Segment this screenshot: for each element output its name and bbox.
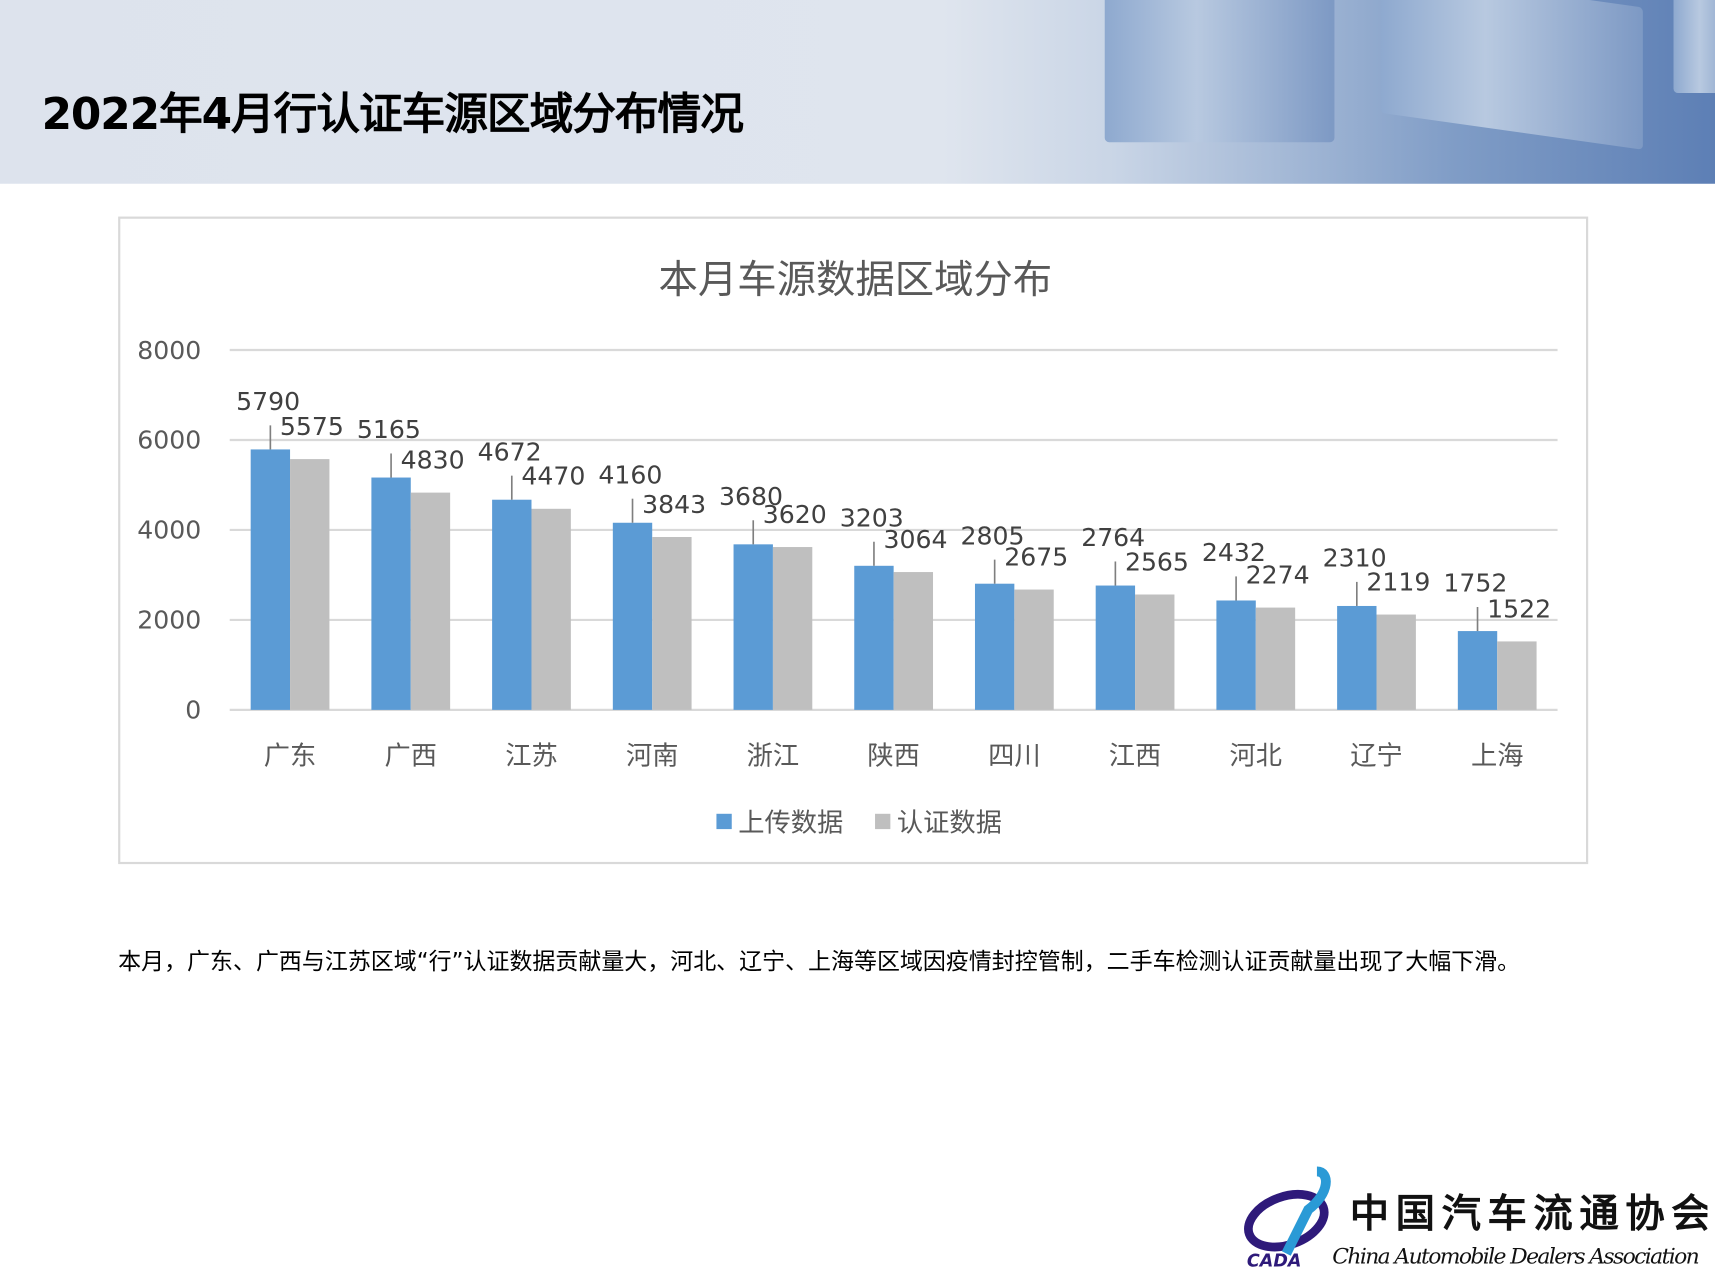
y-tick-label: 4000 bbox=[137, 516, 201, 545]
data-label-upload: 3203 bbox=[840, 503, 904, 532]
bar-upload bbox=[1095, 585, 1136, 710]
data-label-certified: 3620 bbox=[763, 500, 827, 529]
data-label-certified: 3843 bbox=[642, 490, 706, 519]
cada-logo-icon: CADA 中国汽车流通协会 China Automobile Dealers A… bbox=[1244, 1166, 1711, 1272]
logo-en: China Automobile Dealers Association bbox=[1332, 1244, 1700, 1269]
bar-upload bbox=[733, 544, 773, 710]
data-label-upload: 2764 bbox=[1081, 523, 1145, 552]
bar-certified bbox=[1376, 614, 1416, 710]
data-label-upload: 4160 bbox=[598, 460, 662, 489]
bar-upload bbox=[854, 565, 894, 710]
bar-certified bbox=[652, 537, 692, 710]
x-tick-label: 河南 bbox=[626, 742, 679, 772]
x-tick-label: 上海 bbox=[1471, 742, 1524, 772]
bar-certified bbox=[1135, 594, 1175, 710]
legend-swatch-certified bbox=[875, 813, 891, 830]
data-label-upload: 2805 bbox=[960, 521, 1024, 550]
bar-upload bbox=[1457, 631, 1498, 710]
data-label-certified: 3064 bbox=[884, 525, 948, 554]
bar-certified bbox=[1255, 607, 1296, 710]
bar-upload bbox=[250, 449, 291, 710]
bar-upload bbox=[974, 583, 1015, 710]
cada-logo: CADA 中国汽车流通协会 China Automobile Dealers A… bbox=[1243, 1166, 1711, 1272]
y-tick-label: 6000 bbox=[137, 426, 201, 455]
data-label-certified: 5575 bbox=[280, 412, 344, 441]
data-label-certified: 2565 bbox=[1125, 547, 1189, 576]
data-label-upload: 1752 bbox=[1443, 569, 1507, 598]
data-label-certified: 2675 bbox=[1004, 542, 1068, 571]
legend-label-upload: 上传数据 bbox=[738, 808, 843, 838]
header-banner: 2022年4月行认证车源区域分布情况 bbox=[0, 0, 1715, 184]
decorative-block bbox=[1673, 0, 1715, 93]
data-label-upload: 2432 bbox=[1202, 538, 1266, 567]
x-tick-label: 陕西 bbox=[867, 742, 920, 772]
chart-container: 本月车源数据区域分布 0 2000 4000 6000 8000 广东 5790 5575 广西… bbox=[118, 216, 1589, 865]
chart-title: 本月车源数据区域分布 bbox=[659, 257, 1053, 303]
y-tick-label: 2000 bbox=[137, 606, 201, 635]
data-label-upload: 3680 bbox=[719, 482, 783, 511]
bar-upload bbox=[1337, 605, 1377, 710]
bar-upload bbox=[492, 499, 532, 710]
x-tick-label: 广西 bbox=[385, 742, 438, 772]
bar-certified bbox=[1014, 589, 1054, 710]
bar-upload bbox=[612, 522, 653, 710]
logo-abbr: CADA bbox=[1247, 1252, 1301, 1270]
bar-certified bbox=[410, 492, 451, 710]
data-label-certified: 2274 bbox=[1246, 561, 1310, 590]
x-tick-label: 辽宁 bbox=[1350, 742, 1403, 772]
data-label-upload: 5790 bbox=[236, 387, 300, 416]
logo-cn: 中国汽车流通协会 bbox=[1350, 1191, 1708, 1237]
y-tick-label: 8000 bbox=[137, 336, 201, 365]
data-label-upload: 2310 bbox=[1323, 544, 1387, 573]
legend-label-certified: 认证数据 bbox=[897, 808, 1002, 838]
x-tick-label: 四川 bbox=[988, 742, 1041, 772]
x-tick-label: 河北 bbox=[1230, 742, 1283, 772]
x-tick-label: 浙江 bbox=[747, 742, 800, 772]
decorative-block bbox=[1104, 0, 1335, 143]
summary-paragraph: 本月，广东、广西与江苏区域“行”认证数据贡献量大，河北、辽宁、上海等区域因疫情封… bbox=[118, 948, 1521, 975]
data-label-upload: 5165 bbox=[357, 415, 421, 444]
bar-upload bbox=[1216, 600, 1256, 710]
data-label-certified: 1522 bbox=[1487, 594, 1551, 623]
data-label-certified: 4830 bbox=[401, 446, 465, 475]
bar-certified bbox=[772, 547, 813, 710]
data-label-certified: 4470 bbox=[521, 462, 585, 491]
x-tick-label: 江苏 bbox=[505, 742, 557, 772]
x-tick-label: 广东 bbox=[264, 742, 317, 772]
decorative-block bbox=[1380, 0, 1643, 150]
bar-certified bbox=[893, 572, 934, 710]
bar-certified bbox=[531, 508, 571, 710]
data-label-upload: 4672 bbox=[478, 437, 542, 466]
page-title: 2022年4月行认证车源区域分布情况 bbox=[41, 89, 744, 141]
x-tick-label: 江西 bbox=[1109, 742, 1161, 772]
data-label-certified: 2119 bbox=[1366, 567, 1430, 596]
legend-swatch-upload bbox=[716, 813, 732, 830]
bar-upload bbox=[371, 477, 411, 710]
bar-certified bbox=[1497, 641, 1537, 710]
y-tick-label: 0 bbox=[185, 696, 201, 725]
legend: 上传数据 认证数据 bbox=[716, 808, 1002, 838]
bar-certified bbox=[290, 459, 330, 710]
